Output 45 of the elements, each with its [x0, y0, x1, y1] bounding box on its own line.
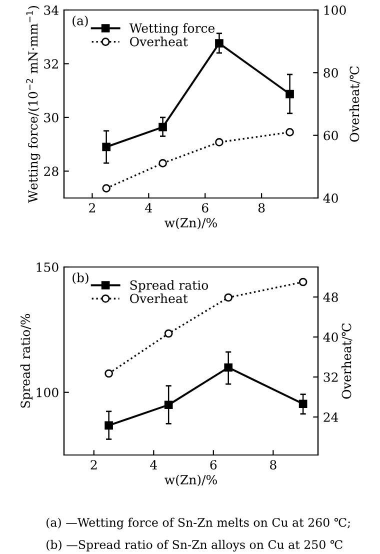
point — [164, 400, 173, 410]
text: (a) —Wetting force of Sn-Zn melts on Cu at 260 ℃; — [46, 518, 350, 530]
x-tick-label: 8 — [270, 460, 276, 470]
legend-label: Wetting force — [129, 23, 215, 36]
annotation: (a) — [72, 16, 88, 28]
x-axis-title: w(Zn)/% — [164, 218, 217, 230]
x-tick-label: 2 — [90, 460, 97, 470]
point — [158, 159, 167, 168]
point — [224, 293, 233, 302]
x-tick-label: 6 — [210, 460, 217, 470]
point — [286, 128, 294, 136]
y2-tick-label: 40 — [323, 332, 338, 342]
y2-tick-label: 80 — [324, 68, 338, 78]
y-tick-label: 28 — [44, 166, 58, 176]
point — [104, 369, 113, 378]
point — [298, 278, 308, 286]
x-tick-label: 4 — [145, 203, 152, 212]
y-tick-label: 150 — [36, 262, 58, 272]
point — [215, 138, 224, 146]
annotation: (b) — [72, 272, 88, 284]
legend-label: Overheat — [130, 293, 188, 304]
y2-tick-label: 40 — [323, 193, 338, 203]
y2-axis-title: Overheat/℃ — [342, 323, 352, 399]
y2-tick-label: 100 — [324, 5, 346, 15]
x-tick-label: 2 — [89, 203, 95, 212]
x-tick-label: 8 — [258, 203, 265, 213]
y2-tick-label: 32 — [324, 372, 338, 382]
legend-label: Spread ratio — [130, 280, 208, 292]
point — [164, 329, 173, 338]
legend-label: Overheat — [130, 36, 188, 46]
y-tick-label: 30 — [44, 112, 58, 122]
text: (b) —Spread ratio of Sn-Zn alloys on Cu at 250 ℃ — [46, 540, 342, 552]
y-axis-title: Wetting force/(10$^{−2}$ mN·mm$^{−1}$) — [26, 6, 40, 203]
y2-tick-label: 60 — [324, 130, 338, 140]
y-tick-label: 32 — [44, 59, 58, 69]
y2-tick-label: 24 — [324, 412, 338, 422]
y2-tick-label: 48 — [323, 292, 338, 302]
y-tick-label: 34 — [44, 5, 59, 15]
x-tick-label: 6 — [202, 203, 208, 213]
y2-axis-title: Overheat/℃ — [350, 66, 360, 142]
point — [102, 184, 110, 192]
y-tick-label: 100 — [36, 388, 58, 398]
y-axis-title: Spread ratio/% — [20, 314, 32, 408]
x-axis-title: w(Zn)/% — [164, 474, 217, 486]
x-tick-label: 4 — [150, 460, 157, 470]
